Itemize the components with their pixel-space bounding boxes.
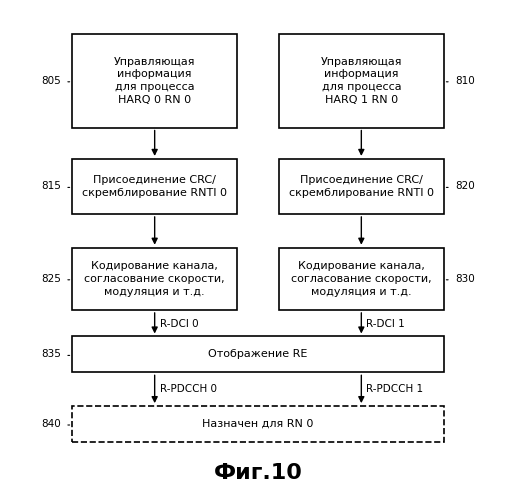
Text: Присоединение CRC/
скремблирование RNTI 0: Присоединение CRC/ скремблирование RNTI … xyxy=(82,175,227,198)
Text: R-PDCCH 1: R-PDCCH 1 xyxy=(366,384,423,394)
Text: 840: 840 xyxy=(41,419,61,429)
Bar xyxy=(279,159,444,214)
Text: R-DCI 1: R-DCI 1 xyxy=(366,320,405,330)
Text: Управляющая
информация
для процесса
HARQ 0 RN 0: Управляющая информация для процесса HARQ… xyxy=(114,56,196,105)
Bar xyxy=(72,34,237,128)
Text: R-DCI 0: R-DCI 0 xyxy=(159,320,198,330)
Text: Управляющая
информация
для процесса
HARQ 1 RN 0: Управляющая информация для процесса HARQ… xyxy=(320,56,402,105)
Text: Назначен для RN 0: Назначен для RN 0 xyxy=(202,419,314,429)
Text: Кодирование канала,
согласование скорости,
модуляция и т.д.: Кодирование канала, согласование скорост… xyxy=(291,261,432,296)
Text: 830: 830 xyxy=(455,274,475,284)
Text: Фиг.10: Фиг.10 xyxy=(214,463,302,483)
Bar xyxy=(72,336,444,372)
Text: Кодирование канала,
согласование скорости,
модуляция и т.д.: Кодирование канала, согласование скорост… xyxy=(84,261,225,296)
Text: R-PDCCH 0: R-PDCCH 0 xyxy=(159,384,217,394)
Text: 820: 820 xyxy=(455,182,475,192)
Bar xyxy=(279,248,444,310)
Text: 825: 825 xyxy=(41,274,61,284)
Text: 815: 815 xyxy=(41,182,61,192)
Bar xyxy=(72,406,444,442)
Bar xyxy=(72,248,237,310)
Text: 810: 810 xyxy=(455,76,475,86)
Text: Отображение RE: Отображение RE xyxy=(208,350,308,360)
Text: 805: 805 xyxy=(41,76,61,86)
Bar xyxy=(279,34,444,128)
Text: Присоединение CRC/
скремблирование RNTI 0: Присоединение CRC/ скремблирование RNTI … xyxy=(289,175,434,198)
Bar xyxy=(72,159,237,214)
Text: 835: 835 xyxy=(41,350,61,360)
